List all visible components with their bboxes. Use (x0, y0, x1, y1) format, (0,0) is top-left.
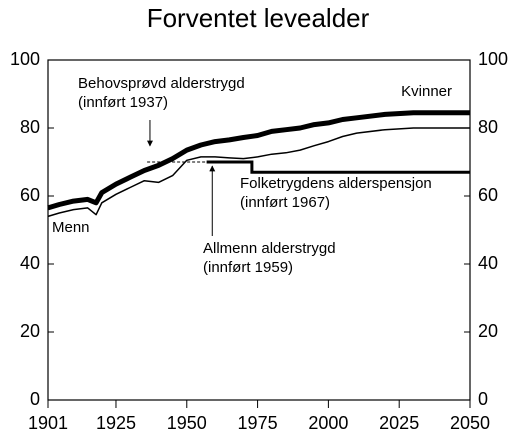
annotation: Behovsprøvd alderstrygd (78, 75, 245, 92)
y2-tick-label: 80 (478, 117, 498, 137)
annotation: Folketrygdens alderspensjon (240, 175, 432, 192)
y-tick-label: 60 (20, 185, 40, 205)
y-tick-label: 100 (10, 49, 40, 69)
x-tick-label: 1975 (238, 413, 278, 433)
chart-title: Forventet levealder (147, 3, 370, 33)
y-tick-label: 0 (30, 389, 40, 409)
annotation: (innført 1959) (203, 259, 293, 276)
y-tick-label: 80 (20, 117, 40, 137)
x-tick-label: 2000 (308, 413, 348, 433)
y2-tick-label: 40 (478, 253, 498, 273)
x-tick-label: 1901 (28, 413, 68, 433)
x-tick-label: 2025 (379, 413, 419, 433)
x-tick-label: 2050 (450, 413, 490, 433)
y2-tick-label: 0 (478, 389, 488, 409)
y2-tick-label: 100 (478, 49, 508, 69)
series-line (47, 110, 470, 211)
annotation: Allmenn alderstrygd (203, 240, 336, 257)
annotation: (innført 1967) (240, 194, 330, 211)
series-line (47, 127, 470, 218)
plot-frame (47, 59, 471, 401)
pension-age (206, 160, 470, 174)
y-tick-label: 20 (20, 321, 40, 341)
x-tick-label: 1950 (167, 413, 207, 433)
annotation: (innført 1937) (78, 94, 168, 111)
y2-tick-label: 60 (478, 185, 498, 205)
x-tick-label: 1925 (96, 413, 136, 433)
legend-label: Menn (52, 219, 90, 236)
y-tick-label: 40 (20, 253, 40, 273)
y2-tick-label: 20 (478, 321, 498, 341)
legend-label: Kvinner (401, 83, 452, 100)
